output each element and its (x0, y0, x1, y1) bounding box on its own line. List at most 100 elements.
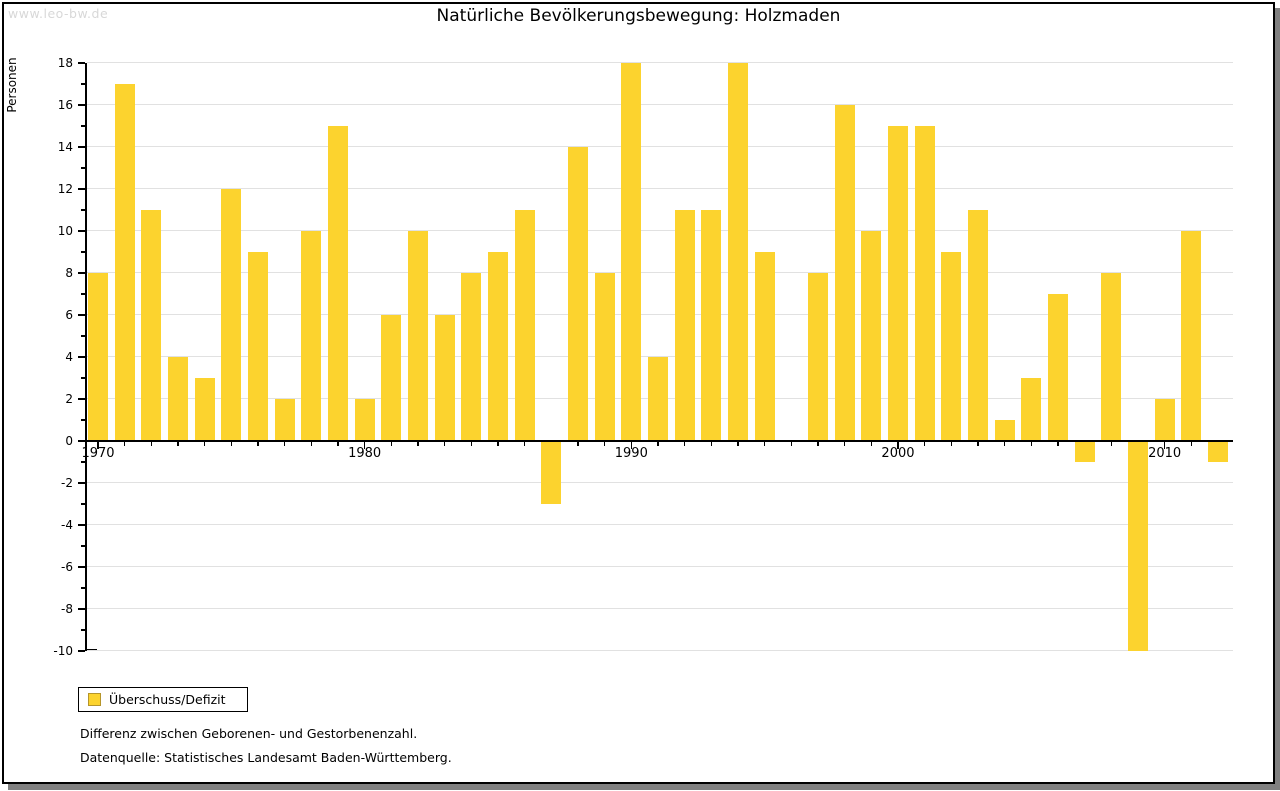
y-tick-major (78, 524, 85, 526)
bar-2007 (1074, 442, 1095, 462)
x-tick-minor (763, 442, 766, 446)
y-tick-major (78, 356, 85, 358)
gridline (87, 482, 1233, 483)
y-tick-minor (81, 125, 85, 127)
bar-2000 (887, 126, 908, 440)
bar-1983 (434, 315, 455, 440)
y-axis-line (85, 63, 87, 651)
y-tick-minor (81, 545, 85, 547)
x-tick-minor (950, 442, 953, 446)
y-tick-minor (81, 461, 85, 463)
y-tick-label: 10 (57, 224, 73, 238)
x-tick-minor (417, 442, 419, 446)
bar-1990 (621, 63, 642, 440)
bar-1975 (221, 189, 242, 440)
x-tick-minor (257, 442, 259, 446)
x-tick-major (897, 442, 899, 449)
gridline (87, 62, 1233, 63)
legend: Überschuss/Defizit (78, 687, 248, 712)
x-tick-minor (1190, 442, 1193, 446)
bar-1976 (247, 252, 268, 440)
y-tick-major (78, 398, 85, 400)
y-tick-label: 4 (65, 350, 73, 364)
x-tick-minor (843, 442, 846, 446)
y-tick-major (78, 62, 85, 64)
bar-1977 (274, 399, 295, 440)
y-tick-major (78, 272, 85, 274)
y-tick-label: 0 (65, 434, 73, 448)
x-tick-minor (977, 442, 979, 446)
bar-1994 (727, 63, 748, 440)
bar-1988 (567, 147, 588, 440)
x-tick-minor (683, 442, 686, 446)
y-tick-label: -4 (61, 518, 73, 532)
bar-1972 (141, 210, 162, 440)
y-tick-major (78, 440, 85, 442)
bar-1989 (594, 273, 615, 440)
x-axis-line (85, 440, 1233, 442)
x-tick-minor (443, 442, 446, 446)
gridline (87, 314, 1233, 315)
x-tick-minor (790, 442, 793, 446)
bar-1984 (461, 273, 482, 440)
y-tick-label: 8 (65, 266, 73, 280)
y-tick-label: -10 (53, 644, 73, 658)
bar-1991 (647, 357, 668, 440)
y-tick-major (78, 188, 85, 190)
bar-2009 (1127, 442, 1148, 651)
x-tick-label: 1980 (348, 446, 382, 461)
y-tick-minor (81, 209, 85, 211)
bar-2011 (1181, 231, 1202, 440)
gridline (87, 650, 1233, 651)
x-tick-minor (497, 442, 499, 446)
bar-1993 (701, 210, 722, 440)
x-tick-minor (310, 442, 313, 446)
y-axis-label: Personen (5, 57, 19, 113)
x-tick-minor (1057, 442, 1059, 446)
bar-1970 (88, 273, 108, 440)
bar-2006 (1047, 294, 1068, 440)
x-tick-minor (870, 442, 873, 446)
y-tick-minor (81, 293, 85, 295)
x-tick-minor (337, 442, 339, 446)
x-tick-minor (1110, 442, 1113, 446)
gridline (87, 146, 1233, 147)
y-tick-minor (81, 335, 85, 337)
gridline (87, 230, 1233, 231)
x-tick-minor (150, 442, 153, 446)
bar-2002 (941, 252, 962, 440)
footnote-source: Datenquelle: Statistisches Landesamt Bad… (80, 750, 452, 765)
watermark: www.leo-bw.de (8, 6, 109, 21)
gridline (87, 188, 1233, 189)
x-tick-label: 2000 (881, 446, 915, 461)
bar-1992 (674, 210, 695, 440)
x-tick-minor (657, 442, 659, 446)
x-tick-minor (577, 442, 579, 446)
x-tick-minor (923, 442, 926, 446)
y-tick-label: -2 (61, 476, 73, 490)
bar-1999 (861, 231, 882, 440)
x-tick-label: 1990 (614, 446, 648, 461)
gridline (87, 608, 1233, 609)
x-tick-major (97, 442, 99, 449)
gridline (87, 524, 1233, 525)
bar-2012 (1207, 442, 1228, 462)
y-tick-major (78, 314, 85, 316)
x-tick-label: 2010 (1148, 446, 1182, 461)
y-tick-label: 6 (65, 308, 73, 322)
y-tick-minor (81, 419, 85, 421)
x-tick-minor (817, 442, 819, 446)
x-tick-minor (1030, 442, 1033, 446)
x-tick-minor (1003, 442, 1006, 446)
y-tick-major (78, 566, 85, 568)
legend-swatch-icon (88, 693, 101, 706)
bar-1978 (301, 231, 322, 440)
gridline (87, 566, 1233, 567)
bar-2004 (994, 420, 1015, 440)
x-tick-major (630, 442, 633, 449)
y-tick-label: 14 (57, 140, 73, 154)
bar-1982 (407, 231, 428, 440)
gridline (87, 356, 1233, 357)
